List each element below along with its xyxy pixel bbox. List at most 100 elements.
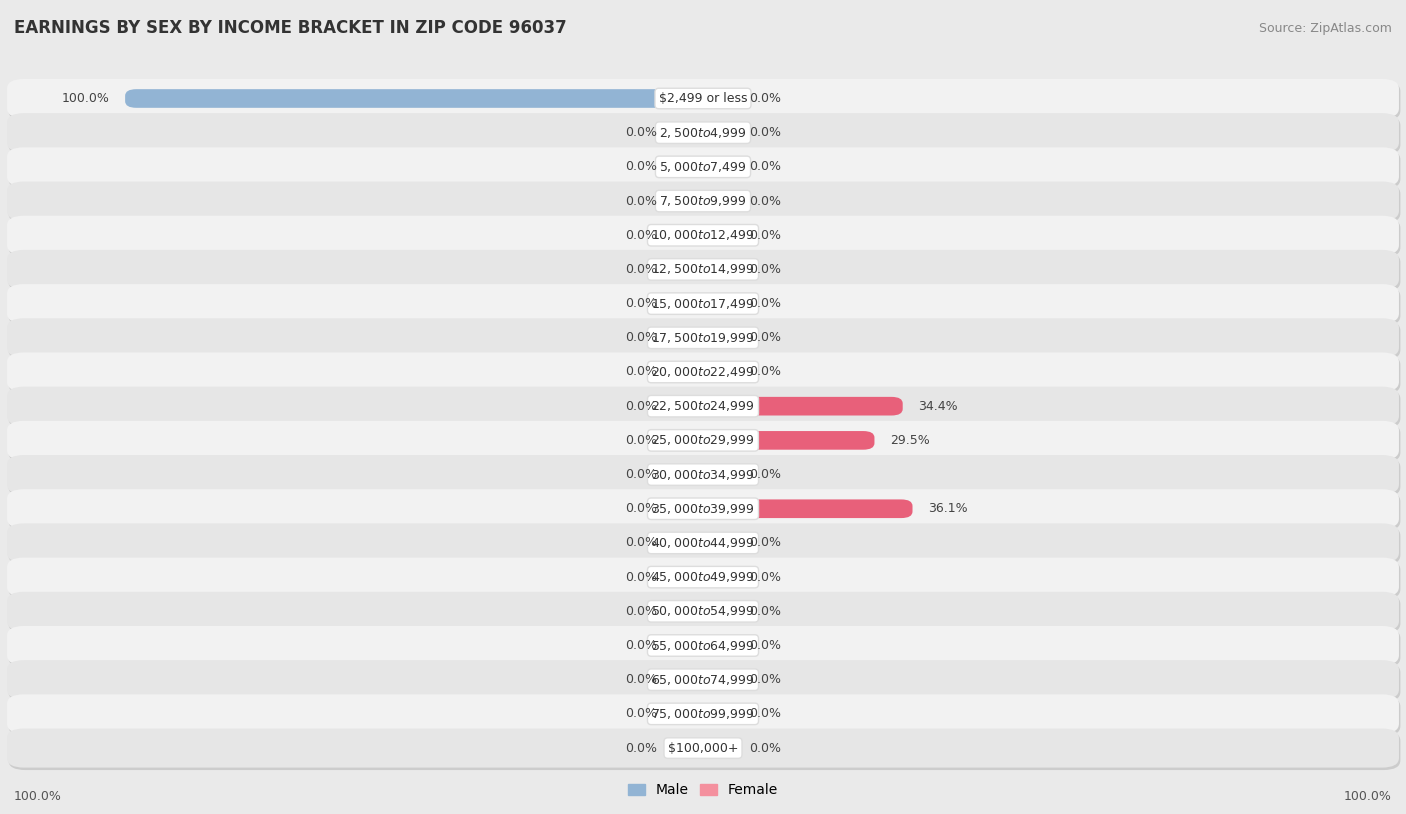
- Text: 0.0%: 0.0%: [626, 195, 657, 208]
- FancyBboxPatch shape: [672, 397, 704, 415]
- Text: $55,000 to $64,999: $55,000 to $64,999: [651, 638, 755, 653]
- FancyBboxPatch shape: [7, 147, 1399, 186]
- Text: 0.0%: 0.0%: [748, 229, 780, 242]
- FancyBboxPatch shape: [7, 387, 1399, 426]
- Text: 29.5%: 29.5%: [890, 434, 929, 447]
- FancyBboxPatch shape: [672, 295, 704, 313]
- Text: 0.0%: 0.0%: [626, 400, 657, 413]
- Text: $50,000 to $54,999: $50,000 to $54,999: [651, 604, 755, 619]
- FancyBboxPatch shape: [672, 534, 704, 552]
- Text: 0.0%: 0.0%: [626, 707, 657, 720]
- Text: 0.0%: 0.0%: [748, 673, 780, 686]
- Text: $35,000 to $39,999: $35,000 to $39,999: [651, 501, 755, 516]
- FancyBboxPatch shape: [8, 663, 1400, 702]
- FancyBboxPatch shape: [672, 671, 704, 689]
- FancyBboxPatch shape: [672, 431, 704, 449]
- FancyBboxPatch shape: [8, 697, 1400, 736]
- FancyBboxPatch shape: [702, 466, 734, 484]
- FancyBboxPatch shape: [7, 421, 1399, 460]
- FancyBboxPatch shape: [8, 731, 1400, 770]
- Text: 0.0%: 0.0%: [626, 434, 657, 447]
- Text: 0.0%: 0.0%: [748, 126, 780, 139]
- FancyBboxPatch shape: [702, 192, 734, 210]
- FancyBboxPatch shape: [702, 363, 734, 381]
- FancyBboxPatch shape: [7, 694, 1399, 733]
- Text: 0.0%: 0.0%: [748, 365, 780, 379]
- Text: 0.0%: 0.0%: [626, 331, 657, 344]
- FancyBboxPatch shape: [8, 457, 1400, 497]
- Text: $17,500 to $19,999: $17,500 to $19,999: [651, 330, 755, 345]
- FancyBboxPatch shape: [8, 389, 1400, 428]
- FancyBboxPatch shape: [8, 492, 1400, 531]
- FancyBboxPatch shape: [7, 626, 1399, 665]
- FancyBboxPatch shape: [8, 184, 1400, 223]
- Text: 100.0%: 100.0%: [1344, 790, 1392, 803]
- FancyBboxPatch shape: [672, 705, 704, 723]
- Text: 0.0%: 0.0%: [626, 536, 657, 549]
- Text: 0.0%: 0.0%: [748, 707, 780, 720]
- Text: 0.0%: 0.0%: [748, 742, 780, 755]
- Text: 0.0%: 0.0%: [748, 92, 780, 105]
- FancyBboxPatch shape: [7, 318, 1399, 357]
- FancyBboxPatch shape: [7, 352, 1399, 392]
- FancyBboxPatch shape: [672, 329, 704, 347]
- FancyBboxPatch shape: [7, 250, 1399, 289]
- FancyBboxPatch shape: [7, 523, 1399, 562]
- Text: 0.0%: 0.0%: [748, 605, 780, 618]
- Text: 0.0%: 0.0%: [626, 605, 657, 618]
- FancyBboxPatch shape: [672, 124, 704, 142]
- Text: 0.0%: 0.0%: [748, 468, 780, 481]
- FancyBboxPatch shape: [7, 592, 1399, 631]
- FancyBboxPatch shape: [8, 252, 1400, 291]
- Text: $12,500 to $14,999: $12,500 to $14,999: [651, 262, 755, 277]
- Text: 0.0%: 0.0%: [748, 331, 780, 344]
- FancyBboxPatch shape: [7, 729, 1399, 768]
- FancyBboxPatch shape: [8, 594, 1400, 633]
- FancyBboxPatch shape: [8, 526, 1400, 565]
- FancyBboxPatch shape: [702, 124, 734, 142]
- Text: 0.0%: 0.0%: [748, 639, 780, 652]
- Text: 100.0%: 100.0%: [62, 92, 110, 105]
- Text: 36.1%: 36.1%: [928, 502, 967, 515]
- Text: 0.0%: 0.0%: [626, 263, 657, 276]
- FancyBboxPatch shape: [702, 602, 734, 620]
- FancyBboxPatch shape: [7, 284, 1399, 323]
- FancyBboxPatch shape: [702, 90, 734, 107]
- Text: 100.0%: 100.0%: [14, 790, 62, 803]
- Text: $65,000 to $74,999: $65,000 to $74,999: [651, 672, 755, 687]
- FancyBboxPatch shape: [8, 560, 1400, 599]
- Text: $30,000 to $34,999: $30,000 to $34,999: [651, 467, 755, 482]
- FancyBboxPatch shape: [702, 705, 734, 723]
- FancyBboxPatch shape: [702, 329, 734, 347]
- FancyBboxPatch shape: [8, 150, 1400, 189]
- FancyBboxPatch shape: [7, 660, 1399, 699]
- FancyBboxPatch shape: [702, 260, 734, 278]
- FancyBboxPatch shape: [7, 216, 1399, 255]
- Text: 0.0%: 0.0%: [748, 297, 780, 310]
- FancyBboxPatch shape: [702, 637, 734, 654]
- FancyBboxPatch shape: [8, 218, 1400, 257]
- Text: 0.0%: 0.0%: [626, 673, 657, 686]
- Text: 0.0%: 0.0%: [626, 742, 657, 755]
- Text: Source: ZipAtlas.com: Source: ZipAtlas.com: [1258, 22, 1392, 35]
- Text: $10,000 to $12,499: $10,000 to $12,499: [651, 228, 755, 243]
- FancyBboxPatch shape: [7, 489, 1399, 528]
- Text: 0.0%: 0.0%: [626, 126, 657, 139]
- FancyBboxPatch shape: [672, 568, 704, 586]
- Text: 0.0%: 0.0%: [626, 229, 657, 242]
- FancyBboxPatch shape: [8, 423, 1400, 462]
- Text: 0.0%: 0.0%: [748, 263, 780, 276]
- FancyBboxPatch shape: [702, 671, 734, 689]
- Text: 0.0%: 0.0%: [626, 639, 657, 652]
- FancyBboxPatch shape: [672, 500, 704, 518]
- FancyBboxPatch shape: [672, 260, 704, 278]
- Text: $22,500 to $24,999: $22,500 to $24,999: [651, 399, 755, 414]
- FancyBboxPatch shape: [8, 116, 1400, 155]
- Text: 0.0%: 0.0%: [748, 160, 780, 173]
- Text: $100,000+: $100,000+: [668, 742, 738, 755]
- Text: 0.0%: 0.0%: [626, 160, 657, 173]
- Text: 0.0%: 0.0%: [626, 297, 657, 310]
- Text: 0.0%: 0.0%: [626, 365, 657, 379]
- Text: $40,000 to $44,999: $40,000 to $44,999: [651, 536, 755, 550]
- FancyBboxPatch shape: [702, 568, 734, 586]
